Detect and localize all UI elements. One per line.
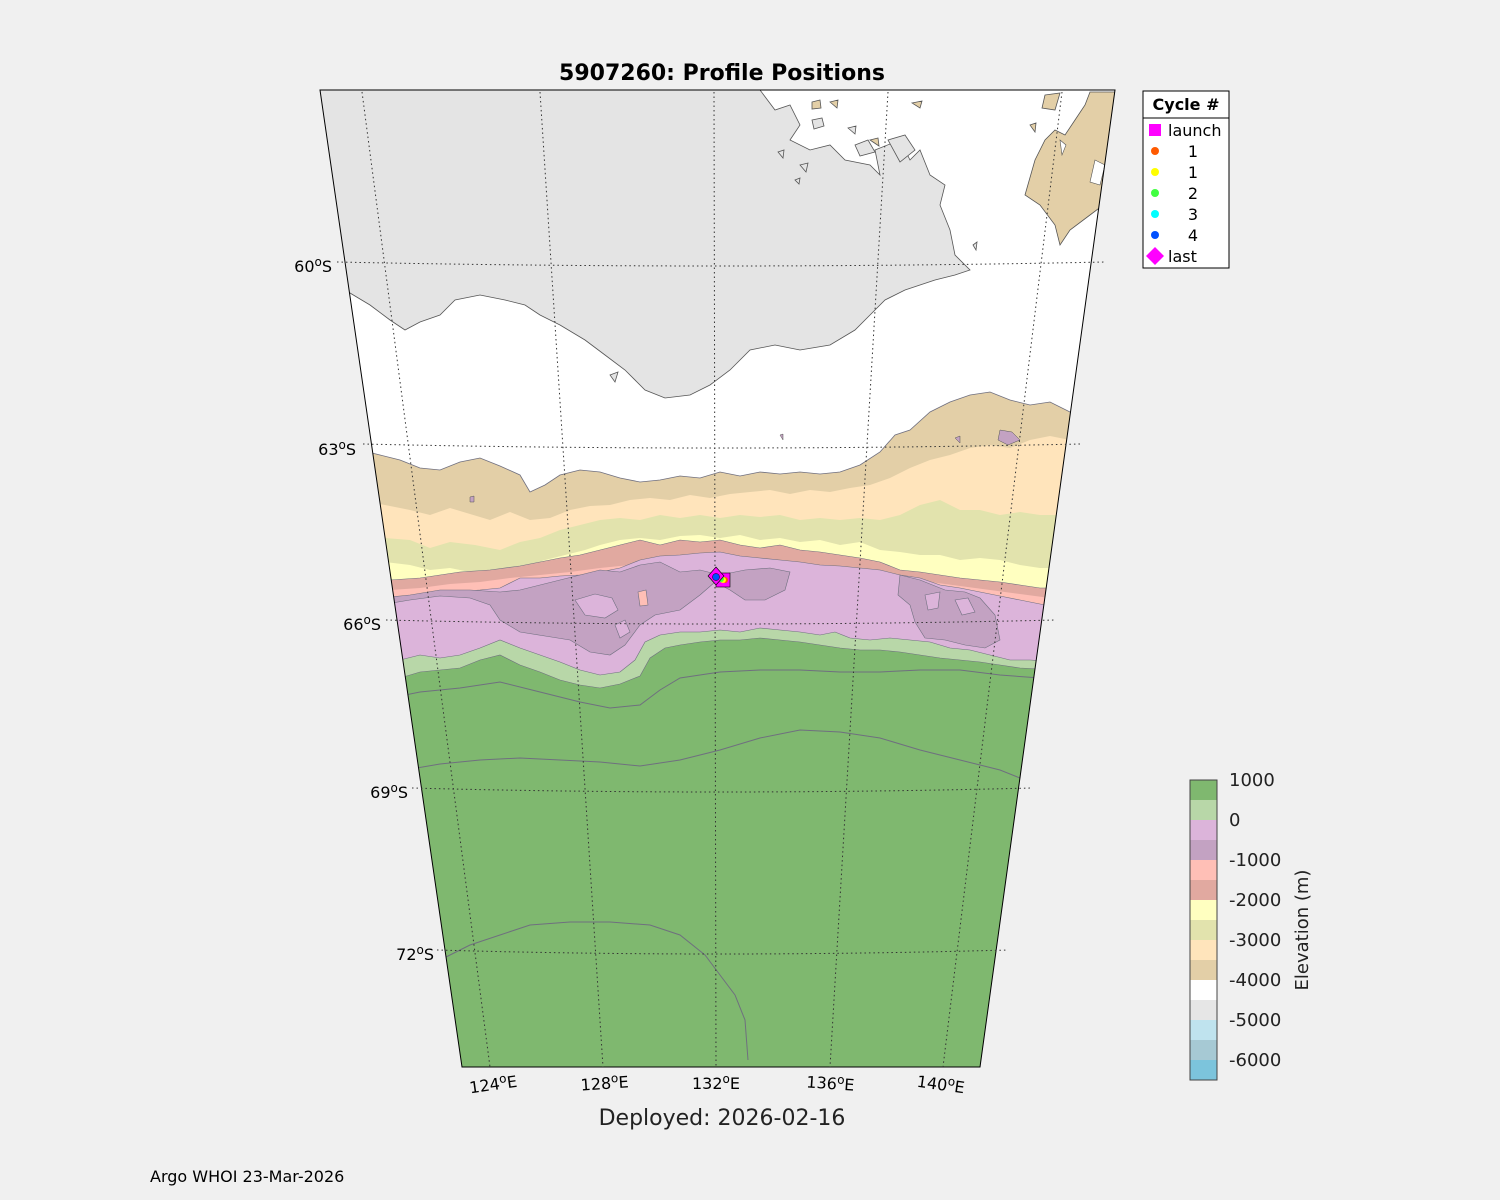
deployed-label: Deployed: 2026-02-16 bbox=[599, 1106, 846, 1131]
colorbar-tick-3: -2000 bbox=[1229, 890, 1281, 911]
colorbar-block-4 bbox=[1190, 860, 1217, 881]
lat-line-72 bbox=[436, 949, 1009, 955]
lon-line-124 bbox=[361, 91, 491, 1068]
lon-line-128 bbox=[539, 91, 604, 1068]
legend-label-6: last bbox=[1168, 247, 1197, 266]
lon-label-132: 132oE bbox=[692, 1072, 740, 1093]
colorbar-block-6 bbox=[1190, 900, 1217, 921]
legend-marker-3 bbox=[1151, 189, 1159, 197]
colorbar-block-3 bbox=[1190, 840, 1217, 861]
legend-marker-5 bbox=[1151, 231, 1159, 239]
colorbar-tick-7: -6000 bbox=[1229, 1050, 1281, 1071]
lon-line-136 bbox=[829, 91, 889, 1068]
lon-line-140 bbox=[942, 91, 1063, 1068]
lon-label-128: 128oE bbox=[580, 1070, 629, 1094]
colorbar-block-1 bbox=[1190, 800, 1217, 821]
tasmania-lakes bbox=[1059, 139, 1106, 186]
colorbar-tick-2: -1000 bbox=[1229, 850, 1281, 871]
colorbar-block-13 bbox=[1190, 1040, 1217, 1061]
legend: Cycle # launch 1 1 2 3 4 last bbox=[1142, 90, 1230, 269]
colorbar-tick-0: 1000 bbox=[1229, 770, 1275, 791]
colorbar-outline bbox=[1189, 779, 1218, 1081]
lon-label-136: 136oE bbox=[806, 1070, 855, 1094]
colorbar: 1000 0 -1000 -2000 -3000 -4000 -5000 -6000 Elev… bbox=[1189, 770, 1313, 1081]
small-features bbox=[469, 429, 1021, 503]
lon-label-140: 140oE bbox=[916, 1070, 966, 1097]
colorbar-block-7 bbox=[1190, 920, 1217, 941]
legend-marker-0 bbox=[1149, 124, 1161, 136]
bathy-patch-salmon bbox=[637, 589, 649, 607]
colorbar-block-5 bbox=[1190, 880, 1217, 901]
map-outline bbox=[319, 89, 1116, 1068]
land-tasmania bbox=[811, 91, 1115, 246]
legend-title: Cycle # bbox=[1153, 95, 1220, 114]
plot-title: 5907260: Profile Positions bbox=[559, 61, 885, 86]
lat-label-72: 72oS bbox=[396, 943, 434, 964]
bathy-0-dark-east bbox=[897, 574, 1001, 649]
lat-line-69 bbox=[411, 787, 1033, 793]
colorbar-block-2 bbox=[1190, 820, 1217, 841]
profile-track bbox=[707, 566, 731, 588]
bathy-0-light-patches bbox=[574, 591, 976, 639]
bathy-shelf-dark bbox=[379, 637, 1115, 1067]
lat-line-63 bbox=[362, 443, 1081, 449]
contour-shelf-3 bbox=[439, 921, 749, 1061]
colorbar-tick-4: -3000 bbox=[1229, 930, 1281, 951]
legend-label-2: 1 bbox=[1188, 163, 1198, 182]
legend-label-3: 2 bbox=[1188, 184, 1198, 203]
legend-marker-2 bbox=[1151, 168, 1159, 176]
colorbar-block-9 bbox=[1190, 960, 1217, 981]
legend-label-5: 4 bbox=[1188, 226, 1198, 245]
colorbar-block-8 bbox=[1190, 940, 1217, 961]
lon-line-132 bbox=[713, 91, 717, 1068]
lat-line-66 bbox=[385, 619, 1057, 625]
legend-marker-1 bbox=[1151, 147, 1159, 155]
legend-label-1: 1 bbox=[1188, 142, 1198, 161]
lat-label-60: 60oS bbox=[294, 255, 332, 276]
footer-credit: Argo WHOI 23-Mar-2026 bbox=[150, 1167, 344, 1186]
colorbar-tick-5: -4000 bbox=[1229, 970, 1281, 991]
colorbar-block-10 bbox=[1190, 980, 1217, 1001]
legend-marker-4 bbox=[1151, 210, 1159, 218]
contour-shelf-2 bbox=[404, 729, 1031, 783]
lat-label-63: 63oS bbox=[318, 438, 356, 459]
colorbar-block-12 bbox=[1190, 1020, 1217, 1041]
colorbar-label: Elevation (m) bbox=[1292, 870, 1313, 991]
lat-labels: 60oS 63oS 66oS 69oS 72oS bbox=[294, 255, 434, 964]
islands bbox=[609, 117, 978, 383]
map-area bbox=[319, 89, 1116, 1068]
legend-box bbox=[1142, 90, 1230, 269]
cycle-4-marker[interactable] bbox=[712, 573, 720, 581]
graticule bbox=[336, 91, 1106, 1068]
lat-label-69: 69oS bbox=[370, 781, 408, 802]
colorbar-block-11 bbox=[1190, 1000, 1217, 1021]
lon-labels: 124oE 128oE 132oE 136oE 140oE bbox=[468, 1070, 966, 1097]
colorbar-tick-1: 0 bbox=[1229, 810, 1240, 831]
colorbar-block-14 bbox=[1190, 1060, 1217, 1081]
colorbar-block-0 bbox=[1190, 780, 1217, 801]
lat-label-66: 66oS bbox=[343, 613, 381, 634]
lat-line-60 bbox=[336, 261, 1106, 267]
colorbar-tick-6: -5000 bbox=[1229, 1010, 1281, 1031]
lon-label-124: 124oE bbox=[468, 1070, 518, 1097]
legend-marker-6 bbox=[1146, 247, 1164, 265]
legend-label-4: 3 bbox=[1188, 205, 1198, 224]
legend-label-0: launch bbox=[1168, 121, 1221, 140]
contour-shelf-1 bbox=[379, 669, 1041, 709]
